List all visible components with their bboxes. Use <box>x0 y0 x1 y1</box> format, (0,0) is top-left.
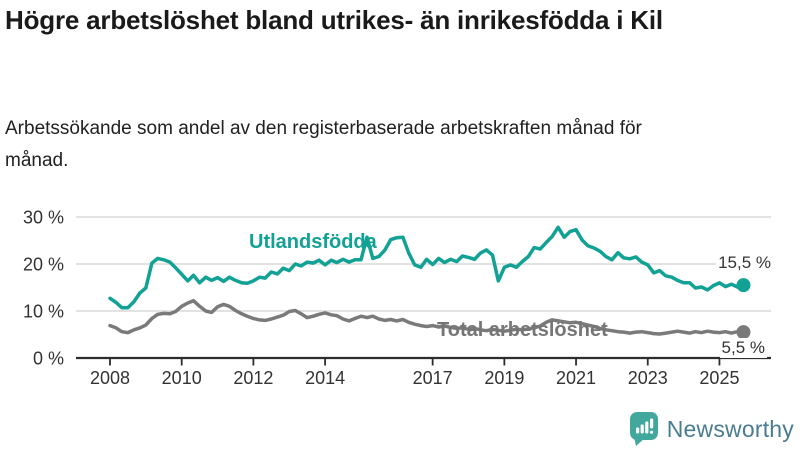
y-tick-label: 30 % <box>23 208 64 228</box>
y-tick-label: 0 % <box>33 349 64 369</box>
y-tick-label: 10 % <box>23 302 64 322</box>
end-value-label-total: 5,5 % <box>719 338 767 358</box>
chart-subtitle: Arbetssökande som andel av den registerb… <box>5 118 642 171</box>
series-line-utlandsf-dda <box>108 225 746 310</box>
series-end-dot <box>736 278 751 293</box>
x-tick-label: 2023 <box>628 368 668 388</box>
x-tick-label: 2017 <box>413 368 453 388</box>
x-tick-label: 2021 <box>556 368 596 388</box>
x-tick-label: 2008 <box>90 368 130 388</box>
page-title: Högre arbetslöshet bland utrikes- än inr… <box>5 5 663 35</box>
x-tick-label: 2019 <box>484 368 524 388</box>
brand-name: Newsworthy <box>666 416 794 442</box>
series-label-total-arbetsloshet: Total arbetslöshet <box>437 319 608 341</box>
x-tick-label: 2012 <box>233 368 273 388</box>
series-label-utlandsfodda: Utlandsfödda <box>249 231 377 253</box>
x-tick-label: 2010 <box>162 368 202 388</box>
x-tick-label: 2025 <box>699 368 739 388</box>
y-tick-label: 20 % <box>23 255 64 275</box>
series-end-dot <box>736 325 751 340</box>
newsworthy-brand: Newsworthy <box>629 412 794 447</box>
newsworthy-logo-icon <box>629 412 658 446</box>
end-value-label-utlandsfodda: 15,5 % <box>716 253 773 273</box>
series-line-total-arbetsl-shet <box>108 298 746 336</box>
x-tick-label: 2014 <box>305 368 345 388</box>
